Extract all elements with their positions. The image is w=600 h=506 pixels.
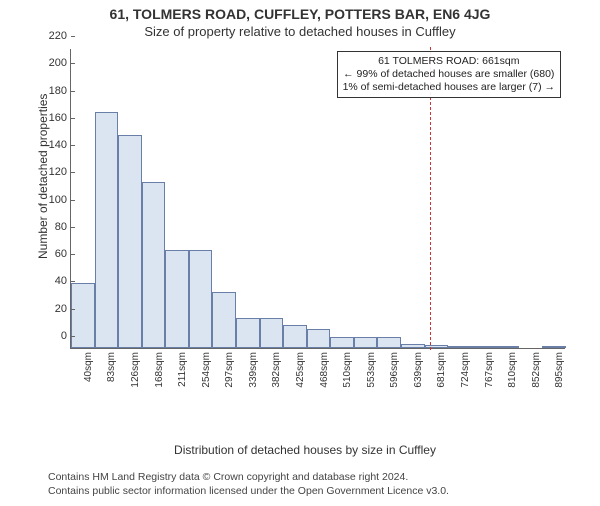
y-tick: 120	[49, 166, 71, 178]
x-tick: 596sqm	[389, 348, 400, 388]
x-tick: 168sqm	[154, 348, 165, 388]
bar	[330, 337, 354, 348]
y-tick: 200	[49, 57, 71, 69]
x-tick: 510sqm	[342, 348, 353, 388]
plot-region: 61 TOLMERS ROAD: 661sqm ← 99% of detache…	[70, 49, 565, 349]
bar	[212, 292, 236, 348]
annotation-line2: ← 99% of detached houses are smaller (68…	[343, 68, 555, 81]
x-tick: 297sqm	[224, 348, 235, 388]
x-tick: 810sqm	[507, 348, 518, 388]
x-tick: 211sqm	[177, 348, 188, 387]
footer-line2: Contains public sector information licen…	[48, 485, 600, 499]
footer-line1: Contains HM Land Registry data © Crown c…	[48, 471, 600, 485]
bar	[71, 283, 95, 348]
chart-area: Number of detached properties 61 TOLMERS…	[40, 49, 570, 379]
x-tick: 425sqm	[295, 348, 306, 388]
x-tick: 382sqm	[271, 348, 282, 388]
y-tick: 0	[61, 330, 71, 342]
bar	[118, 135, 142, 348]
bar	[354, 337, 378, 348]
y-tick: 20	[55, 303, 71, 315]
x-tick: 254sqm	[201, 348, 212, 388]
bar	[283, 325, 307, 348]
y-tick: 220	[49, 30, 71, 42]
x-tick: 126sqm	[130, 348, 141, 388]
x-axis-label: Distribution of detached houses by size …	[40, 443, 570, 457]
y-tick: 80	[55, 221, 71, 233]
x-tick: 639sqm	[413, 348, 424, 388]
y-tick: 60	[55, 248, 71, 260]
x-tick: 852sqm	[531, 348, 542, 388]
page-subtitle: Size of property relative to detached ho…	[0, 24, 600, 39]
page-title: 61, TOLMERS ROAD, CUFFLEY, POTTERS BAR, …	[0, 6, 600, 22]
x-tick: 339sqm	[248, 348, 259, 388]
bar	[165, 250, 189, 348]
bar	[377, 337, 401, 348]
y-tick: 40	[55, 275, 71, 287]
x-tick: 468sqm	[319, 348, 330, 388]
y-tick: 180	[49, 85, 71, 97]
x-tick: 40sqm	[83, 348, 94, 382]
bar	[142, 182, 166, 348]
bar	[307, 329, 331, 348]
x-tick: 83sqm	[106, 348, 117, 382]
y-tick: 100	[49, 194, 71, 206]
bar	[260, 318, 284, 348]
annotation-line1: 61 TOLMERS ROAD: 661sqm	[343, 55, 555, 68]
x-tick: 895sqm	[554, 348, 565, 388]
annotation-box: 61 TOLMERS ROAD: 661sqm ← 99% of detache…	[337, 51, 561, 98]
x-tick: 767sqm	[484, 348, 495, 388]
bar	[236, 318, 260, 348]
x-tick: 681sqm	[436, 348, 447, 388]
x-tick: 553sqm	[366, 348, 377, 388]
y-tick: 160	[49, 112, 71, 124]
x-tick: 724sqm	[460, 348, 471, 388]
footer: Contains HM Land Registry data © Crown c…	[48, 471, 600, 498]
annotation-line3: 1% of semi-detached houses are larger (7…	[343, 81, 555, 94]
bar	[95, 112, 119, 348]
bar	[189, 250, 213, 348]
y-tick: 140	[49, 139, 71, 151]
